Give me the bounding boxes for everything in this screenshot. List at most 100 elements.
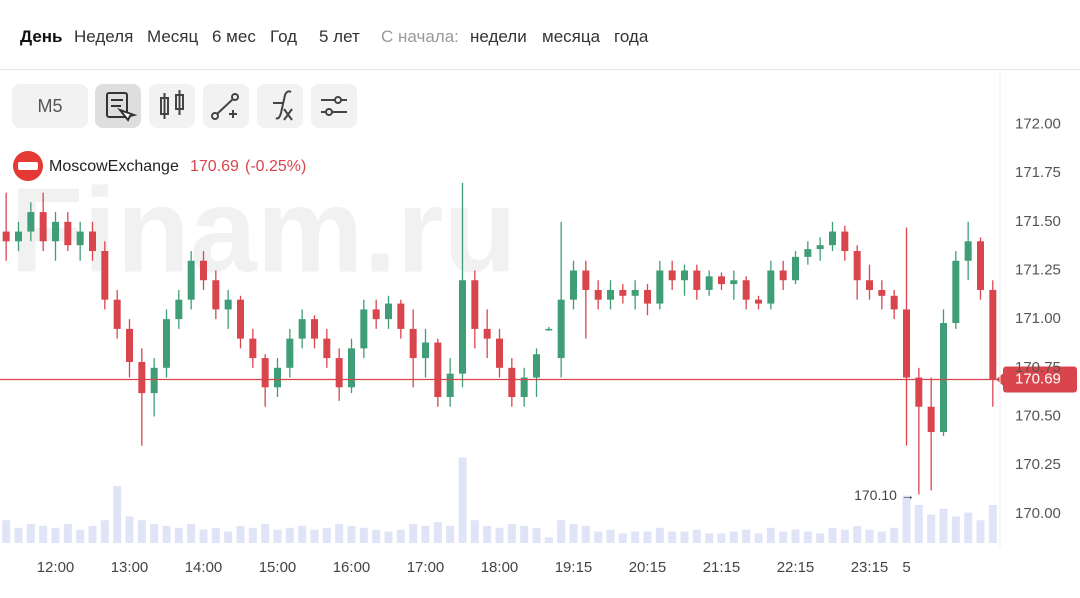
- period-tab[interactable]: 6 мес: [212, 27, 256, 46]
- drawing-icon: [211, 93, 239, 120]
- candle-body: [397, 303, 405, 329]
- instrument-change: (-0.25%): [245, 158, 306, 175]
- volume-bar: [655, 527, 664, 543]
- x-tick-label: 14:00: [185, 559, 223, 576]
- volume-bar: [14, 527, 23, 543]
- candle-body: [841, 231, 849, 252]
- volume-bar: [236, 525, 245, 543]
- since-tab[interactable]: месяца: [542, 27, 601, 46]
- overlay-layer: 170.69 170.10 →: [0, 366, 1077, 503]
- volume-bar: [187, 524, 196, 543]
- volume-bar: [853, 525, 862, 543]
- candle-body: [348, 348, 355, 388]
- candle-body: [249, 338, 257, 359]
- volume-bar: [877, 531, 886, 543]
- volume-bar: [988, 505, 997, 543]
- volume-bar: [865, 529, 874, 543]
- candle-body: [607, 289, 614, 300]
- candle-body: [113, 299, 121, 329]
- period-tab[interactable]: 5 лет: [319, 27, 360, 46]
- volume-bar: [816, 533, 825, 543]
- since-tab[interactable]: недели: [470, 27, 527, 46]
- candle-body: [693, 270, 701, 290]
- volume-bar: [199, 529, 208, 543]
- period-tab[interactable]: День: [20, 27, 63, 46]
- candle-body: [681, 270, 688, 281]
- candle-body: [545, 328, 553, 331]
- volume-bar: [779, 531, 788, 543]
- candle-body: [385, 303, 392, 320]
- volume-bar: [507, 524, 516, 543]
- candle-body: [64, 221, 72, 246]
- notes-icon: [106, 92, 138, 122]
- candle-body: [952, 260, 960, 324]
- x-tick-label: 21:15: [703, 559, 741, 576]
- period-tabs: День Неделя Месяц 6 мес Год 5 лет С нача…: [0, 0, 1080, 70]
- candle-body: [964, 241, 972, 261]
- last-price-label: 170.69: [1015, 370, 1061, 387]
- candle-body: [483, 328, 491, 339]
- volume-bar: [113, 486, 122, 543]
- candle-body: [878, 289, 886, 296]
- volume-bar: [618, 533, 627, 543]
- settings-button[interactable]: [311, 84, 357, 128]
- volume-bar: [396, 529, 405, 543]
- chart: Finam.ru 170.69 170.10 → M5: [0, 70, 1077, 576]
- candle-body: [890, 295, 898, 310]
- candle-body: [274, 367, 281, 388]
- volume-bar: [483, 525, 492, 543]
- volume-bar: [384, 531, 393, 543]
- volume-bar: [273, 529, 282, 543]
- instrument-logo-mark: [18, 162, 38, 170]
- candle-body: [261, 358, 269, 388]
- volume-bar: [26, 524, 35, 543]
- candle-body: [446, 373, 454, 398]
- x-tick-label: 23:15: [851, 559, 889, 576]
- volume-bar: [125, 516, 134, 543]
- indicators-icon: [273, 90, 293, 121]
- volume-bar: [2, 520, 11, 543]
- x-tick-label: 12:00: [37, 559, 75, 576]
- settings-icon: [321, 96, 347, 116]
- candle-body: [631, 289, 639, 296]
- volume-bar: [717, 533, 726, 543]
- candle-body: [619, 289, 627, 296]
- volume-bar: [828, 527, 837, 543]
- instrument-header: MoscowExchange 170.69 (-0.25%): [13, 151, 306, 181]
- candle-body: [163, 319, 170, 368]
- candle-body: [15, 231, 22, 242]
- candle-body: [594, 289, 602, 300]
- candle-body: [187, 260, 195, 300]
- candle-body: [903, 309, 910, 378]
- candle-body: [977, 241, 984, 290]
- volume-bar: [322, 527, 331, 543]
- candle-body: [705, 276, 713, 290]
- candle-body: [409, 328, 417, 359]
- x-tick-label: 17:00: [407, 559, 445, 576]
- volume-bar: [754, 533, 763, 543]
- period-tab[interactable]: Неделя: [74, 27, 134, 46]
- volume-bar: [594, 531, 603, 543]
- candle-body: [533, 354, 540, 378]
- candle-body: [779, 270, 787, 281]
- period-tab[interactable]: Месяц: [147, 27, 199, 46]
- y-tick-label: 171.50: [1015, 213, 1061, 230]
- candle-body: [434, 342, 442, 398]
- chart-toolbar: M5: [12, 84, 357, 128]
- candle-body: [459, 280, 466, 374]
- interval-label: M5: [37, 96, 62, 116]
- volume-bar: [347, 525, 356, 543]
- indicators-button[interactable]: [257, 84, 303, 128]
- candle-type-button[interactable]: [149, 84, 195, 128]
- interval-button[interactable]: [12, 84, 88, 128]
- candle-layer: [2, 182, 997, 495]
- y-tick-label: 170.75: [1015, 359, 1061, 376]
- candle-body: [829, 231, 836, 246]
- volume-bar: [791, 529, 800, 543]
- volume-bar: [433, 522, 442, 543]
- volume-bar: [976, 520, 985, 543]
- since-tab[interactable]: года: [614, 27, 649, 46]
- volume-bar: [520, 525, 529, 543]
- period-tab[interactable]: Год: [270, 27, 298, 46]
- candle-body: [360, 309, 368, 349]
